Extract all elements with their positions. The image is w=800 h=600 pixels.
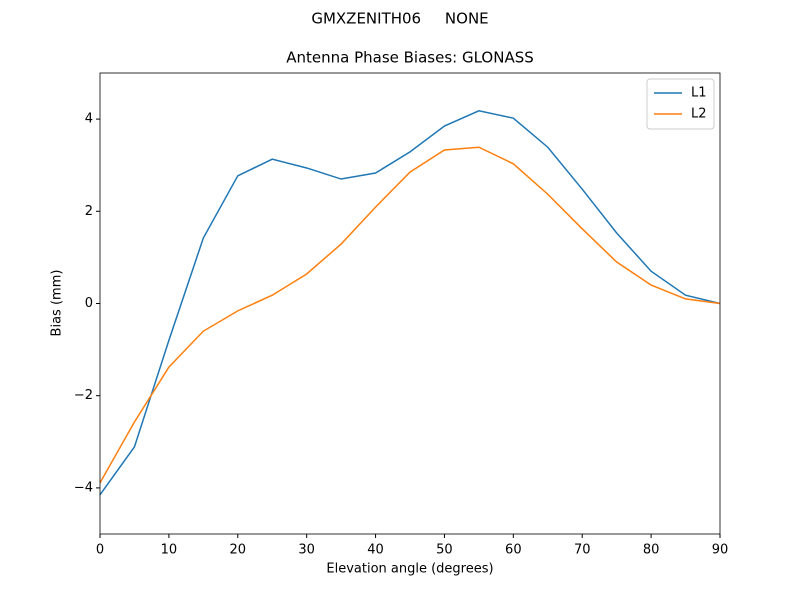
x-tick-label: 90 [712, 543, 729, 558]
x-tick-label: 70 [574, 543, 591, 558]
y-tick-label: 0 [85, 296, 93, 311]
x-axis-label: Elevation angle (degrees) [326, 562, 493, 577]
x-tick-label: 0 [96, 543, 104, 558]
x-tick-label: 50 [436, 543, 453, 558]
chart-title: Antenna Phase Biases: GLONASS [286, 49, 534, 67]
x-tick-label: 80 [643, 543, 660, 558]
x-tick-label: 60 [505, 543, 522, 558]
y-tick-label: −4 [74, 480, 93, 495]
plot-frame [99, 72, 721, 535]
x-tick-label: 40 [367, 543, 384, 558]
x-tick-label: 20 [230, 543, 247, 558]
x-tick-label: 10 [161, 543, 178, 558]
legend-box [646, 78, 715, 130]
x-tick-label: 30 [298, 543, 315, 558]
suptitle: GMXZENITH06 NONE [311, 10, 488, 28]
y-tick-label: 2 [85, 204, 93, 219]
line-series [99, 146, 721, 484]
y-tick-label: 4 [85, 112, 93, 127]
y-tick-label: −2 [74, 388, 93, 403]
y-axis-label: Bias (mm) [50, 270, 65, 337]
line-series [99, 110, 721, 496]
legend-label: L2 [691, 107, 707, 122]
legend-label: L1 [691, 86, 707, 101]
